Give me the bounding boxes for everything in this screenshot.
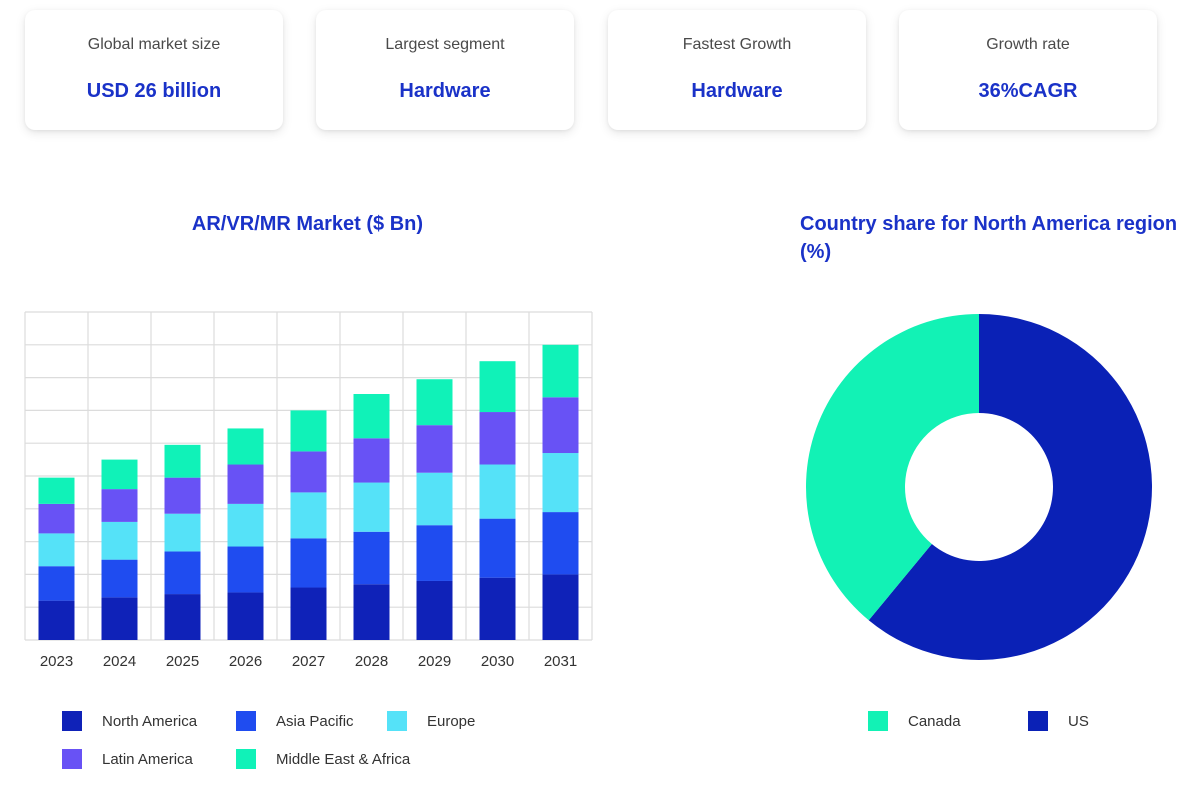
bar-segment bbox=[290, 538, 327, 588]
x-tick-label: 2029 bbox=[418, 653, 451, 670]
stat-card-fastest-growth: Fastest Growth Hardware bbox=[608, 10, 866, 130]
bar-segment bbox=[353, 531, 390, 585]
bar-segment bbox=[101, 597, 138, 640]
bar-segment bbox=[416, 425, 453, 473]
bar-segment bbox=[416, 472, 453, 526]
stat-card-growth-rate: Growth rate 36%CAGR bbox=[899, 10, 1157, 130]
bar-segment bbox=[479, 412, 516, 465]
bar-segment bbox=[38, 503, 75, 534]
bar-segment bbox=[227, 428, 264, 465]
bar-segment bbox=[38, 566, 75, 601]
bar-segment bbox=[38, 533, 75, 567]
legend-item-latin-america: Latin America bbox=[62, 749, 193, 769]
bar-segment bbox=[164, 594, 201, 640]
bar-segment bbox=[164, 444, 201, 478]
stat-label: Largest segment bbox=[385, 36, 505, 53]
legend-label: Asia Pacific bbox=[276, 712, 354, 730]
bar-segment bbox=[227, 592, 264, 640]
stat-card-largest-segment: Largest segment Hardware bbox=[316, 10, 574, 130]
stat-value: 36%CAGR bbox=[978, 80, 1078, 102]
legend-swatch bbox=[1028, 711, 1048, 731]
bar-segment bbox=[353, 394, 390, 439]
bar-segment bbox=[542, 344, 579, 398]
stat-value: USD 26 billion bbox=[86, 80, 222, 102]
bar-segment bbox=[101, 521, 138, 560]
bar-segment bbox=[416, 379, 453, 426]
bar-chart-title: AR/VR/MR Market ($ Bn) bbox=[191, 213, 424, 235]
legend-label: North America bbox=[102, 712, 198, 730]
x-tick-label: 2026 bbox=[229, 653, 262, 670]
x-tick-label: 2031 bbox=[544, 653, 577, 670]
x-tick-label: 2024 bbox=[103, 653, 136, 670]
stat-value: Hardware bbox=[691, 80, 783, 102]
bar-segment bbox=[38, 600, 75, 640]
bar-segment bbox=[542, 397, 579, 454]
legend-swatch bbox=[62, 711, 82, 731]
bar-segment bbox=[101, 489, 138, 522]
legend-label: Middle East & Africa bbox=[276, 750, 411, 768]
bar-segment bbox=[38, 477, 75, 504]
legend-swatch bbox=[868, 711, 888, 731]
bar-segment bbox=[290, 451, 327, 493]
legend-item-north-america: North America bbox=[62, 711, 197, 731]
bar-segment bbox=[542, 453, 579, 513]
bar-segment bbox=[164, 477, 201, 514]
legend-item-canada: Canada bbox=[868, 711, 961, 731]
stat-card-market-size: Global market size USD 26 billion bbox=[25, 10, 283, 130]
legend-swatch bbox=[387, 711, 407, 731]
bar-segment bbox=[416, 580, 453, 640]
stat-label: Global market size bbox=[87, 36, 221, 53]
bar-segment bbox=[479, 518, 516, 578]
legend-label: US bbox=[1068, 712, 1089, 730]
stacked-bar-chart: 2023 2024 2025 2026 2027 2028 2029 2030 2031 bbox=[24, 311, 593, 670]
legend-swatch bbox=[62, 749, 82, 769]
legend-label: Canada bbox=[908, 712, 961, 730]
legend-label: Europe bbox=[427, 712, 476, 730]
bar-segment bbox=[290, 492, 327, 539]
donut-slice-canada bbox=[806, 314, 979, 621]
bar-segment bbox=[479, 464, 516, 519]
bar-segment bbox=[164, 513, 201, 552]
stat-value: Hardware bbox=[399, 80, 491, 102]
legend-item-middle-east-africa: Middle East & Africa bbox=[236, 749, 410, 769]
x-tick-label: 2027 bbox=[292, 653, 325, 670]
bar-segment bbox=[101, 559, 138, 598]
bar-segment bbox=[353, 482, 390, 532]
bar-segment bbox=[164, 551, 201, 595]
bar-segment bbox=[542, 574, 579, 640]
bar-segment bbox=[227, 503, 264, 547]
donut-chart bbox=[806, 314, 1152, 660]
bar-segment bbox=[479, 361, 516, 413]
bar-segment bbox=[101, 459, 138, 490]
bar-segment bbox=[353, 584, 390, 640]
bar-segment bbox=[353, 438, 390, 483]
legend-swatch bbox=[236, 749, 256, 769]
legend-label: Latin America bbox=[102, 750, 193, 768]
bar-segment bbox=[479, 577, 516, 640]
legend-swatch bbox=[236, 711, 256, 731]
bar-segment bbox=[542, 512, 579, 575]
stat-label: Growth rate bbox=[986, 36, 1070, 53]
x-tick-label: 2023 bbox=[40, 653, 73, 670]
donut-chart-title: Country share for North America region (… bbox=[800, 213, 1178, 263]
legend-item-europe: Europe bbox=[387, 711, 475, 731]
bar-segment bbox=[290, 410, 327, 452]
bar-segment bbox=[227, 464, 264, 504]
bar-segment bbox=[227, 546, 264, 593]
legend-item-us: US bbox=[1028, 711, 1089, 731]
x-tick-label: 2028 bbox=[355, 653, 388, 670]
legend-item-asia-pacific: Asia Pacific bbox=[236, 711, 354, 731]
stat-label: Fastest Growth bbox=[682, 36, 792, 53]
x-tick-label: 2030 bbox=[481, 653, 514, 670]
bar-segment bbox=[416, 525, 453, 581]
donut-slice-us bbox=[868, 314, 1152, 660]
bar-segment bbox=[290, 587, 327, 640]
x-tick-label: 2025 bbox=[166, 653, 199, 670]
